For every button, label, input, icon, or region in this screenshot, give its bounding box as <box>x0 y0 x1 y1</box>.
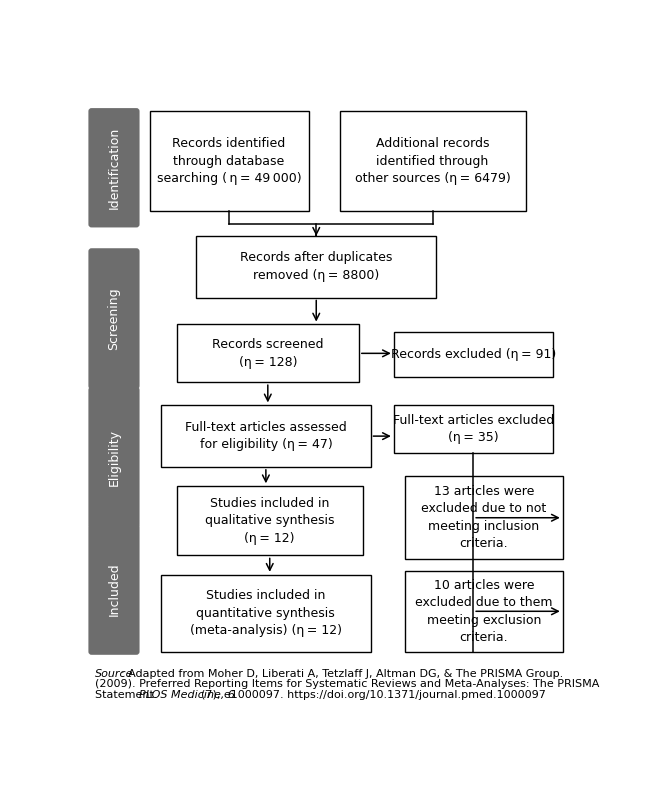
FancyBboxPatch shape <box>161 406 371 467</box>
Text: Studies included in
quantitative synthesis
(meta-analysis) (η = 12): Studies included in quantitative synthes… <box>190 590 342 637</box>
FancyBboxPatch shape <box>88 387 139 528</box>
FancyBboxPatch shape <box>405 476 563 560</box>
Text: Additional records
identified through
other sources (η = 6479): Additional records identified through ot… <box>354 137 511 185</box>
FancyBboxPatch shape <box>88 108 139 227</box>
Text: (2009). Preferred Reporting Items for Systematic Reviews and Meta-Analyses: The : (2009). Preferred Reporting Items for Sy… <box>95 680 600 689</box>
FancyBboxPatch shape <box>394 333 553 377</box>
Text: Included: Included <box>107 563 121 616</box>
FancyBboxPatch shape <box>177 324 359 382</box>
Text: PLOS Medicine, 6: PLOS Medicine, 6 <box>139 690 234 700</box>
FancyBboxPatch shape <box>88 248 139 389</box>
FancyBboxPatch shape <box>177 486 362 556</box>
FancyBboxPatch shape <box>149 111 308 212</box>
FancyBboxPatch shape <box>88 524 139 654</box>
Text: : Adapted from Moher D, Liberati A, Tetzlaff J, Altman DG, & The PRISMA Group.: : Adapted from Moher D, Liberati A, Tetz… <box>121 668 563 679</box>
FancyBboxPatch shape <box>394 406 553 453</box>
Text: Full-text articles excluded
(η = 35): Full-text articles excluded (η = 35) <box>393 414 554 444</box>
FancyBboxPatch shape <box>196 236 436 298</box>
Text: 10 articles were
excluded due to them
meeting exclusion
criteria.: 10 articles were excluded due to them me… <box>415 578 553 644</box>
Text: Identification: Identification <box>107 127 121 209</box>
Text: Studies included in
qualitative synthesis
(η = 12): Studies included in qualitative synthesi… <box>205 497 334 545</box>
FancyBboxPatch shape <box>161 575 371 652</box>
Text: 13 articles were
excluded due to not
meeting inclusion
criteria.: 13 articles were excluded due to not mee… <box>421 485 547 551</box>
Text: Statement.: Statement. <box>95 690 161 700</box>
Text: Records identified
through database
searching ( η = 49 000): Records identified through database sear… <box>157 137 302 185</box>
Text: Records screened
(η = 128): Records screened (η = 128) <box>212 338 324 368</box>
Text: Screening: Screening <box>107 287 121 350</box>
Text: Records excluded (η = 91): Records excluded (η = 91) <box>391 348 556 361</box>
Text: (7), e1000097. https://doi.org/10.1371/journal.pmed.1000097: (7), e1000097. https://doi.org/10.1371/j… <box>201 690 545 700</box>
FancyBboxPatch shape <box>340 111 525 212</box>
FancyBboxPatch shape <box>405 571 563 652</box>
Text: Records after duplicates
removed (η = 8800): Records after duplicates removed (η = 88… <box>240 251 393 282</box>
Text: Full-text articles assessed
for eligibility (η = 47): Full-text articles assessed for eligibil… <box>185 421 347 452</box>
Text: Source: Source <box>95 668 134 679</box>
Text: Eligibility: Eligibility <box>107 429 121 486</box>
